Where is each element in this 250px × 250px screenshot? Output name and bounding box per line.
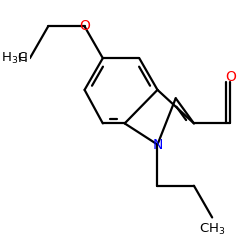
Text: $\mathregular{H_3C}$: $\mathregular{H_3C}$ — [1, 50, 28, 66]
Text: N: N — [152, 138, 163, 151]
Text: H: H — [18, 52, 28, 65]
Text: O: O — [225, 70, 236, 84]
Text: O: O — [79, 20, 90, 34]
Text: CH$_3$: CH$_3$ — [199, 222, 226, 237]
